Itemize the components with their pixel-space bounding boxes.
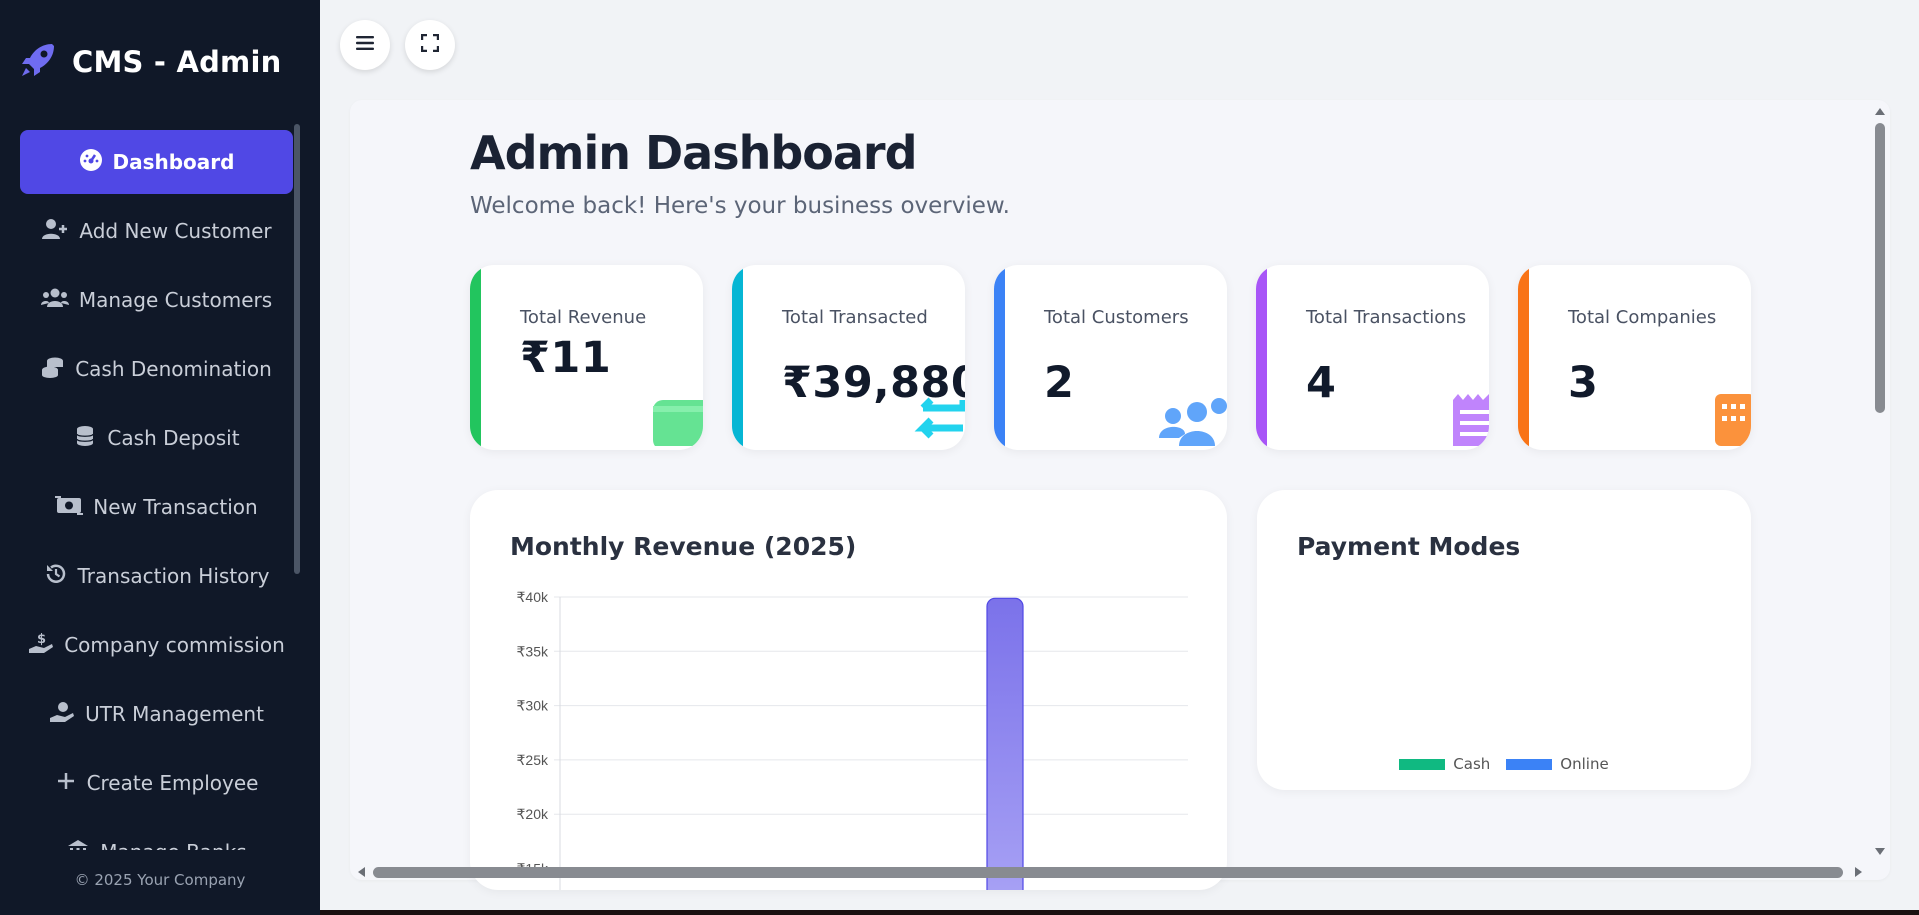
window-bottom-edge [320,910,1919,915]
rocket-icon [18,40,58,84]
legend-item-online[interactable]: Online [1506,755,1609,773]
menu-icon [356,35,374,55]
card-accent-bar [470,265,481,450]
stat-card-total-customers[interactable]: Total Customers 2 [994,265,1227,450]
monthly-revenue-chart[interactable]: ₹40k₹35k₹30k₹25k₹20k₹15k [470,490,1227,890]
stat-label: Total Revenue [520,307,647,328]
gauge-icon [79,148,103,177]
sidebar-item-utr-management[interactable]: UTR Management [20,682,293,746]
plus-icon [55,770,77,797]
stat-card-total-transacted[interactable]: Total Transacted ₹39,880 [732,265,965,450]
legend-swatch [1506,758,1553,770]
app-title: CMS - Admin [72,45,282,79]
sidebar-item-cash-denomination[interactable]: Cash Denomination [20,337,293,401]
sidebar-item-label: Transaction History [77,564,270,588]
bank-icon [66,838,90,850]
y-tick-label: ₹35k [517,643,549,659]
stat-card-total-transactions[interactable]: Total Transactions 4 [1256,265,1489,450]
stat-value: 3 [1568,358,1599,408]
page-title: Admin Dashboard [470,126,918,180]
card-accent-bar [1518,265,1529,450]
exchange-icon [913,394,965,450]
legend-item-cash[interactable]: Cash [1399,755,1490,773]
legend-swatch [1399,758,1446,770]
svg-text:$: $ [37,632,46,647]
sidebar-item-cash-deposit[interactable]: Cash Deposit [20,406,293,470]
stat-label: Total Transactions [1306,307,1467,328]
sidebar-item-create-employee[interactable]: Create Employee [20,751,293,815]
sidebar-item-label: Manage Banks [100,840,246,850]
horizontal-scrollbar[interactable] [350,862,1870,882]
horizontal-scroll-thumb[interactable] [373,867,1843,878]
stat-card-total-companies[interactable]: Total Companies 3 [1518,265,1751,450]
sidebar: CMS - Admin Dashboard Add New Customer M… [0,0,320,915]
stat-value: ₹39,880 [782,358,965,408]
page-subtitle: Welcome back! Here's your business overv… [470,193,1010,219]
stat-label: Total Transacted [782,307,928,328]
fullscreen-icon [420,33,440,56]
revenue-bar[interactable] [986,597,1024,890]
stat-value: 4 [1306,358,1337,408]
vertical-scroll-thumb[interactable] [1875,123,1885,413]
fullscreen-button[interactable] [405,20,455,70]
y-tick-label: ₹25k [517,752,549,768]
card-accent-bar [994,265,1005,450]
sidebar-item-label: Company commission [64,633,285,657]
hand-dollar-icon: $ [28,631,54,660]
sidebar-item-label: Cash Denomination [75,357,272,381]
users-icon [1159,394,1227,450]
stat-value: 2 [1044,358,1075,408]
chart-title: Monthly Revenue (2025) [510,532,857,561]
wallet-icon [651,398,703,450]
copyright: © 2025 Your Company [74,871,246,889]
sidebar-item-label: Manage Customers [78,288,273,312]
sidebar-item-manage-customers[interactable]: Manage Customers [20,268,293,332]
sidebar-item-transaction-history[interactable]: Transaction History [20,544,293,608]
sidebar-scrollbar[interactable] [294,124,300,574]
y-tick-label: ₹40k [517,589,549,605]
building-icon [1715,394,1751,450]
stat-label: Total Companies [1568,307,1717,328]
money-transfer-icon [55,494,84,521]
sidebar-item-new-transaction[interactable]: New Transaction [20,475,293,539]
sidebar-item-dashboard[interactable]: Dashboard [20,130,293,194]
sidebar-item-company-commission[interactable]: $ Company commission [20,613,293,677]
hand-coin-icon [49,700,75,729]
sidebar-nav: Dashboard Add New Customer Manage Custom… [20,130,293,850]
stat-value: ₹11 [520,333,612,383]
vertical-scrollbar[interactable] [1870,100,1890,860]
monthly-revenue-card: Monthly Revenue (2025) ₹40k ₹35k ₹30k ₹25k ₹… [470,490,1227,890]
card-accent-bar [732,265,743,450]
chart-title: Payment Modes [1297,532,1521,561]
sidebar-item-label: Dashboard [112,150,235,174]
sidebar-item-label: Add New Customer [79,219,272,243]
sidebar-item-label: Cash Deposit [107,426,240,450]
card-accent-bar [1256,265,1267,450]
stat-card-total-revenue[interactable]: Total Revenue ₹11 [470,265,703,450]
y-tick-label: ₹20k [517,806,549,822]
coin-stack-icon [73,424,97,453]
sidebar-item-add-new-customer[interactable]: Add New Customer [20,199,293,263]
sidebar-item-manage-banks[interactable]: Manage Banks [20,820,293,850]
sidebar-item-label: Create Employee [86,771,259,795]
brand[interactable]: CMS - Admin [18,40,281,84]
history-icon [44,562,68,591]
legend-label: Online [1560,755,1609,773]
legend-label: Cash [1453,755,1491,773]
menu-toggle-button[interactable] [340,20,390,70]
sidebar-item-label: UTR Management [85,702,264,726]
coins-icon [41,355,65,384]
stat-label: Total Customers [1044,307,1189,328]
user-plus-icon [41,218,69,245]
users-icon [40,287,69,314]
payment-modes-card: Payment Modes Cash Online [1257,490,1751,790]
y-tick-label: ₹30k [517,698,549,714]
receipt-icon [1453,394,1489,450]
sidebar-item-label: New Transaction [93,495,258,519]
chart-legend: Cash Online [1257,755,1751,773]
